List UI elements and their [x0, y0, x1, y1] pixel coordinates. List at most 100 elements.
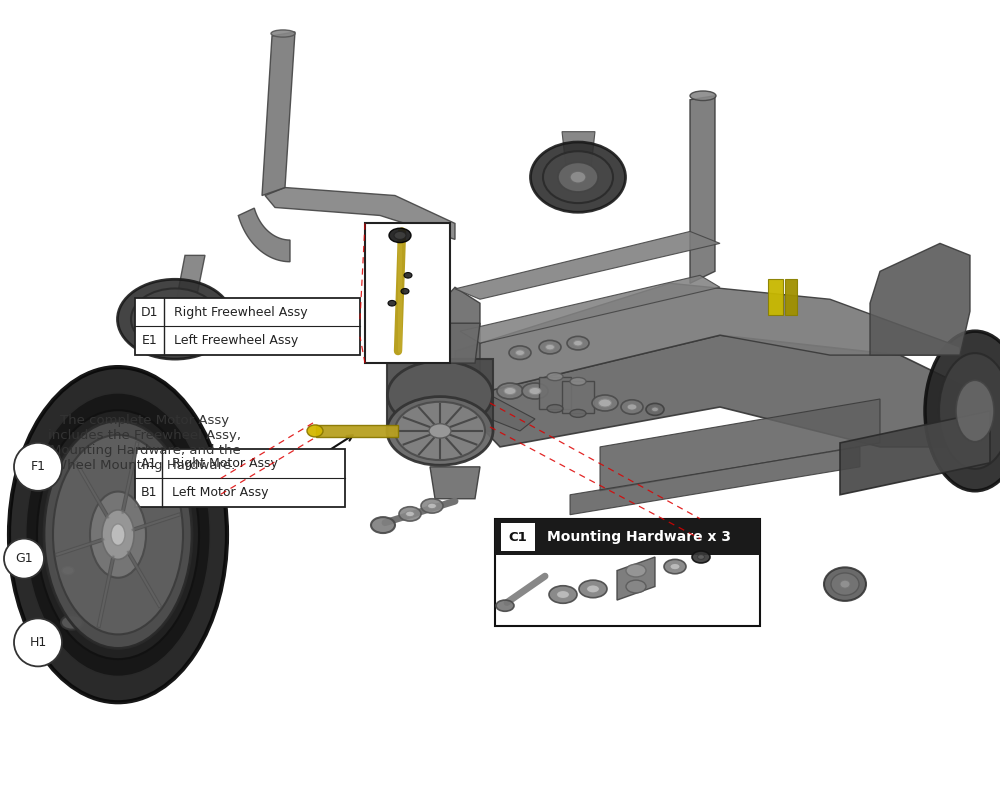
Ellipse shape: [690, 91, 716, 101]
Polygon shape: [430, 323, 480, 363]
Polygon shape: [840, 411, 990, 495]
Ellipse shape: [9, 367, 227, 702]
Ellipse shape: [570, 171, 586, 184]
Polygon shape: [440, 287, 480, 399]
Ellipse shape: [646, 404, 664, 416]
Bar: [501, 523, 535, 551]
Polygon shape: [600, 399, 880, 491]
Ellipse shape: [496, 600, 514, 611]
Ellipse shape: [504, 388, 516, 395]
Ellipse shape: [556, 591, 570, 598]
Ellipse shape: [388, 301, 396, 306]
Text: F1: F1: [30, 460, 46, 473]
Ellipse shape: [497, 383, 523, 399]
Ellipse shape: [131, 289, 219, 350]
Ellipse shape: [399, 507, 421, 521]
Ellipse shape: [692, 551, 710, 563]
Bar: [768, 279, 783, 315]
Ellipse shape: [549, 586, 577, 603]
Ellipse shape: [824, 567, 866, 601]
Ellipse shape: [925, 331, 1000, 491]
Text: Right Freewheel Assy: Right Freewheel Assy: [174, 306, 308, 318]
Ellipse shape: [598, 399, 612, 407]
Ellipse shape: [37, 410, 199, 659]
Ellipse shape: [546, 345, 554, 350]
Polygon shape: [175, 255, 205, 307]
Ellipse shape: [579, 580, 607, 598]
Polygon shape: [570, 447, 860, 515]
Ellipse shape: [53, 435, 183, 634]
Ellipse shape: [509, 346, 531, 359]
Ellipse shape: [570, 377, 586, 385]
Ellipse shape: [394, 231, 406, 239]
Ellipse shape: [56, 563, 80, 579]
Ellipse shape: [14, 618, 62, 666]
Text: Left Freewheel Assy: Left Freewheel Assy: [174, 334, 298, 347]
Ellipse shape: [165, 312, 185, 326]
Ellipse shape: [102, 510, 134, 559]
Ellipse shape: [111, 523, 125, 546]
Ellipse shape: [543, 152, 613, 203]
Ellipse shape: [558, 162, 598, 192]
Ellipse shape: [626, 564, 646, 577]
Bar: [495, 519, 760, 626]
Ellipse shape: [90, 492, 146, 578]
Ellipse shape: [956, 381, 994, 442]
Ellipse shape: [44, 421, 192, 648]
Ellipse shape: [429, 424, 451, 438]
Polygon shape: [262, 32, 295, 196]
Text: H1: H1: [29, 636, 47, 649]
Polygon shape: [455, 335, 990, 447]
Ellipse shape: [592, 395, 618, 411]
Ellipse shape: [627, 404, 637, 410]
Polygon shape: [430, 467, 480, 499]
Ellipse shape: [387, 397, 493, 465]
Ellipse shape: [670, 563, 680, 570]
Ellipse shape: [664, 559, 686, 574]
Ellipse shape: [530, 142, 626, 212]
Ellipse shape: [389, 228, 411, 243]
Ellipse shape: [149, 301, 201, 338]
Bar: [365, 223, 450, 363]
Ellipse shape: [621, 400, 643, 414]
Ellipse shape: [4, 539, 44, 579]
Polygon shape: [455, 283, 960, 399]
Bar: [495, 519, 760, 555]
Polygon shape: [562, 132, 595, 177]
Text: E1: E1: [142, 334, 158, 347]
Text: The complete Motor Assy
includes the Freewheel Assy,
Mounting Hardware, and the
: The complete Motor Assy includes the Fre…: [48, 414, 242, 472]
Ellipse shape: [652, 407, 658, 412]
Ellipse shape: [406, 512, 415, 517]
Ellipse shape: [529, 388, 541, 395]
Polygon shape: [265, 188, 455, 239]
Ellipse shape: [26, 393, 210, 677]
Polygon shape: [562, 381, 594, 413]
Polygon shape: [690, 96, 715, 283]
Ellipse shape: [698, 555, 705, 559]
Bar: [135, 449, 345, 507]
Text: Mounting Hardware x 3: Mounting Hardware x 3: [547, 530, 731, 544]
Ellipse shape: [574, 341, 582, 346]
Text: Left Motor Assy: Left Motor Assy: [172, 486, 269, 499]
Ellipse shape: [388, 361, 492, 429]
Ellipse shape: [118, 279, 232, 359]
Ellipse shape: [516, 350, 524, 356]
Ellipse shape: [547, 405, 563, 413]
Text: C1: C1: [509, 531, 527, 543]
Ellipse shape: [522, 383, 548, 399]
Text: Right Motor Assy: Right Motor Assy: [172, 457, 278, 470]
Ellipse shape: [61, 615, 83, 630]
Polygon shape: [460, 275, 720, 343]
Ellipse shape: [539, 340, 561, 354]
Ellipse shape: [570, 409, 586, 417]
Ellipse shape: [421, 499, 443, 513]
Ellipse shape: [547, 373, 563, 381]
Ellipse shape: [371, 517, 395, 533]
Polygon shape: [870, 243, 970, 355]
Text: G1: G1: [15, 552, 33, 565]
Polygon shape: [455, 231, 720, 299]
Ellipse shape: [567, 337, 589, 350]
Text: B1: B1: [140, 486, 157, 499]
Polygon shape: [455, 383, 535, 431]
Polygon shape: [387, 359, 493, 431]
